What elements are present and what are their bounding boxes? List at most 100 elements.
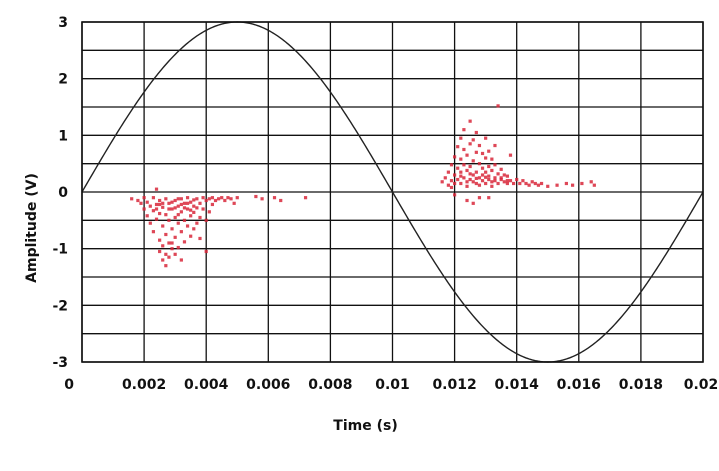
scatter-point <box>164 264 168 268</box>
scatter-point <box>254 194 258 199</box>
scatter-point <box>508 153 513 157</box>
scatter-point <box>449 179 454 183</box>
scatter-point <box>459 157 463 161</box>
scatter-point <box>198 201 202 205</box>
scatter-point <box>148 221 152 225</box>
scatter-point <box>502 180 506 184</box>
scatter-point <box>462 128 466 132</box>
scatter-point <box>518 181 522 186</box>
scatter-point <box>192 227 196 231</box>
scatter-point <box>176 245 180 250</box>
scatter-point <box>546 184 550 188</box>
scatter-point <box>493 179 497 183</box>
scatter-point <box>145 200 149 204</box>
x-tick-label: 0 <box>64 377 74 393</box>
y-tick-label: 2 <box>58 72 68 88</box>
scatter-point <box>564 181 568 186</box>
y-tick-label: -1 <box>52 242 68 258</box>
scatter-point <box>226 196 230 200</box>
scatter-point <box>515 177 519 182</box>
scatter-point <box>198 215 202 220</box>
scatter-point <box>508 179 513 183</box>
scatter-point <box>170 207 174 211</box>
scatter-point <box>195 206 199 210</box>
scatter-point <box>592 183 596 187</box>
scatter-point <box>480 166 485 170</box>
scatter-point <box>459 181 463 186</box>
scatter-point <box>158 238 162 242</box>
scatter-point <box>204 218 208 222</box>
scatter-point <box>173 235 177 239</box>
scatter-point <box>151 209 156 213</box>
scatter-point <box>158 202 162 207</box>
scatter-point <box>490 184 494 188</box>
x-tick-label: 0.014 <box>495 377 540 393</box>
scatter-point <box>484 181 488 186</box>
scatter-point <box>176 197 180 201</box>
scatter-point <box>303 196 308 200</box>
y-tick-label: -3 <box>52 355 68 371</box>
scatter-point <box>468 142 472 146</box>
scatter-point <box>167 201 171 205</box>
scatter-point <box>198 236 202 241</box>
scatter-point <box>465 198 469 203</box>
scatter-point <box>471 159 475 163</box>
scatter-point <box>465 168 469 173</box>
scatter-point <box>533 181 537 186</box>
scatter-point <box>474 150 478 154</box>
scatter-point <box>195 221 199 225</box>
scatter-point <box>167 207 171 211</box>
scatter-point <box>496 104 500 108</box>
scatter-point <box>189 234 193 238</box>
scatter-point <box>443 176 447 180</box>
scatter-point <box>493 143 497 148</box>
scatter-point <box>204 198 208 203</box>
scatter-point <box>195 197 199 201</box>
scatter-point <box>148 204 152 208</box>
scatter-point <box>182 218 187 222</box>
scatter-point <box>480 151 485 156</box>
scatter-point <box>173 198 177 203</box>
y-tick-label: 1 <box>58 128 68 144</box>
scatter-point <box>580 181 584 186</box>
scatter-point <box>185 224 190 228</box>
scatter-point <box>453 173 457 177</box>
scatter-point <box>474 130 478 135</box>
scatter-point <box>453 193 457 197</box>
scatter-point <box>210 196 215 200</box>
scatter-point <box>487 164 491 169</box>
scatter-point <box>207 197 211 201</box>
x-tick-label: 0.002 <box>122 377 166 393</box>
scatter-point <box>164 213 168 217</box>
scatter-point <box>468 164 472 169</box>
scatter-point <box>170 227 174 231</box>
scatter-point <box>161 224 165 228</box>
scatter-point <box>189 208 193 212</box>
scatter-point <box>459 170 463 174</box>
scatter-point <box>555 183 559 187</box>
scatter-point <box>158 249 162 254</box>
scatter-point <box>496 172 500 176</box>
scatter-point <box>260 197 264 201</box>
scatter-point <box>487 177 491 182</box>
scatter-point <box>465 153 469 157</box>
scatter-point <box>130 197 134 201</box>
x-tick-label: 0.02 <box>684 377 719 393</box>
x-tick-label: 0.01 <box>375 377 410 393</box>
scatter-point <box>201 196 205 200</box>
scatter-point <box>462 147 466 152</box>
scatter-point <box>167 218 171 222</box>
scatter-point <box>185 207 190 211</box>
scatter-point <box>484 170 488 174</box>
scatter-point <box>512 181 516 186</box>
scatter-point <box>142 207 146 211</box>
scatter-point <box>154 202 159 207</box>
scatter-point <box>158 198 162 203</box>
scatter-point <box>151 230 156 234</box>
scatter-point <box>182 201 187 205</box>
scatter-point <box>179 230 183 234</box>
scatter-point <box>471 201 475 205</box>
scatter-point <box>453 155 457 159</box>
scatter-point <box>154 217 159 221</box>
y-tick-label: 0 <box>58 185 68 201</box>
